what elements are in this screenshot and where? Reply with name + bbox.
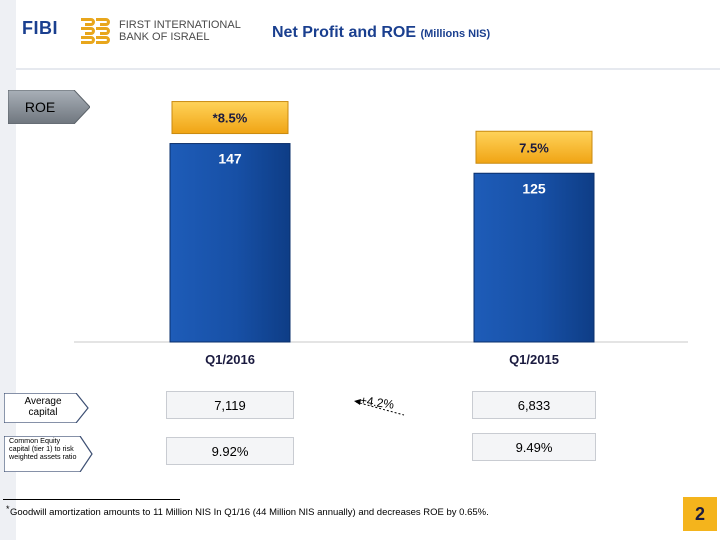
growth-arrow-icon (354, 399, 405, 416)
bar-q1-2016 (169, 143, 291, 343)
slide-header: FIBI FIRST INTERNATIONAL BANK OF ISRAEL … (0, 0, 720, 70)
bank-name-line2: BANK OF ISRAEL (119, 31, 210, 43)
average-capital-tag-icon (4, 393, 89, 423)
roe-tag-label: ROE (24, 99, 56, 115)
roe-arrow-tag-icon (8, 90, 90, 124)
average-capital-q1-2015: 6,833 (472, 391, 596, 419)
bar-q1-2015 (473, 172, 595, 343)
header-divider (16, 68, 720, 70)
cet1-text: Common Equity capital (tier 1) to risk w… (9, 436, 77, 461)
average-capital-q1-2016: 7,119 (166, 391, 294, 419)
bar-value-label: 125 (522, 180, 546, 196)
roe-box (475, 130, 593, 164)
page-title-main: Net Profit and ROE (272, 24, 417, 41)
footnote: * Goodwill amortization amounts to 11 Mi… (6, 504, 489, 518)
roe-box (171, 101, 289, 135)
page-number: 2 (683, 497, 717, 531)
average-capital-text: Average capital (24, 396, 62, 418)
cet1-q1-2016: 9.92% (166, 437, 294, 465)
page-title-unit: (Millions NIS) (420, 28, 491, 40)
footnote-text: Goodwill amortization amounts to 11 Mill… (10, 507, 489, 518)
bar-value-label: 147 (218, 151, 242, 167)
bank-name: FIRST INTERNATIONAL BANK OF ISRAEL (119, 19, 249, 43)
x-tick-label: Q1/2016 (205, 352, 255, 367)
cet1-q1-2015: 9.49% (472, 433, 596, 461)
cet1-tag-icon (4, 436, 93, 472)
bank-name-line1: FIRST INTERNATIONAL (119, 19, 241, 31)
bank-emblem-icon (81, 18, 110, 44)
footnote-marker: * (6, 504, 10, 514)
average-capital-label: Average capital (4, 393, 90, 423)
roe-value-label: *8.5% (213, 111, 248, 126)
fibi-logo: FIBI (22, 18, 58, 38)
cet1-label: Common Equity capital (tier 1) to risk w… (4, 436, 94, 472)
x-tick-label: Q1/2015 (509, 352, 559, 367)
page-title: Net Profit and ROE (Millions NIS) (272, 24, 490, 42)
footnote-divider (3, 499, 180, 500)
roe-value-label: 7.5% (519, 140, 549, 155)
